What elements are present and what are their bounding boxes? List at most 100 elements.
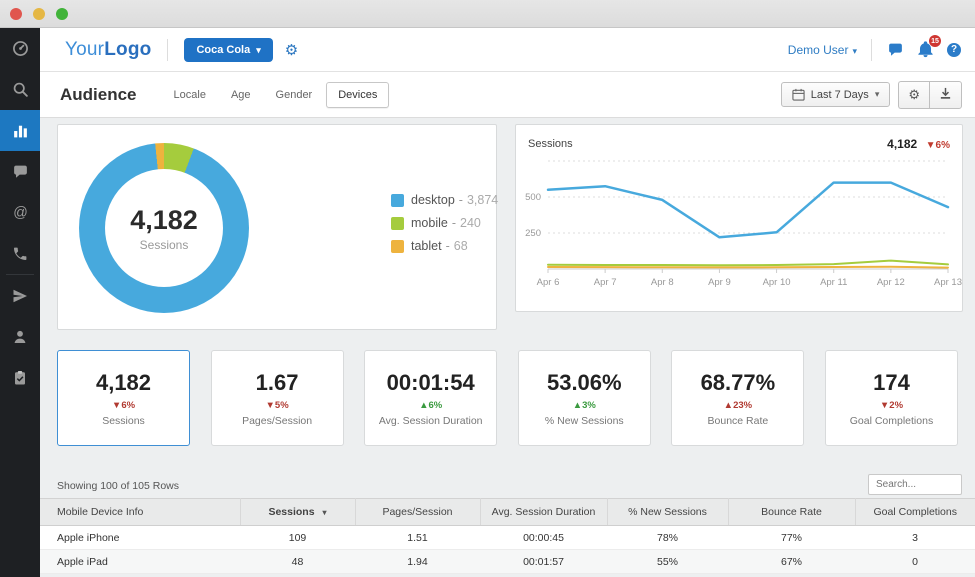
sidebar-item-mentions[interactable]: @ [0, 192, 40, 233]
delta-badge: ▼2% [879, 399, 904, 411]
sidebar-item-dashboard[interactable] [0, 28, 40, 69]
sidebar-item-calls[interactable] [0, 233, 40, 274]
desktop-swatch [391, 193, 404, 207]
sidebar-item-search[interactable] [0, 69, 40, 110]
at-sign-icon: @ [12, 204, 29, 221]
svg-text:Apr 8: Apr 8 [651, 277, 674, 288]
user-menu-label: Demo User [787, 42, 849, 57]
table-toolbar: Showing 100 of 105 Rows [40, 470, 975, 498]
mobile-swatch [391, 216, 404, 230]
sidebar-item-campaigns[interactable] [0, 275, 40, 316]
chevron-down-icon: ▾ [874, 89, 880, 99]
svg-text:Apr 11: Apr 11 [820, 277, 847, 288]
widget-settings-button[interactable]: ⚙ [898, 80, 929, 109]
table-row: Apple iPhone 109 1.51 00:00:45 78% 77% 3 [40, 525, 975, 550]
client-selector-button[interactable]: Coca Cola ▾ [184, 37, 273, 62]
line-chart-total: 4,182 [887, 137, 918, 151]
download-icon [939, 87, 952, 103]
header-right-group: Demo User ▾ 15 ? [788, 35, 961, 61]
gear-icon: ⚙ [908, 87, 920, 102]
stat-card-new-sessions[interactable]: 53.06% ▲3% % New Sessions [517, 350, 651, 446]
legend-item-tablet: tablet - 68 [391, 239, 498, 253]
svg-text:250: 250 [525, 228, 541, 239]
app-logo: YourLogo [65, 39, 151, 61]
chat-bubble-icon [12, 163, 29, 180]
delta-badge: ▼5% [265, 399, 289, 411]
svg-text:Apr 10: Apr 10 [763, 277, 791, 288]
client-settings-gear-icon[interactable]: ⚙ [284, 41, 299, 59]
audience-tabs: Locale Age Gender Devices [163, 81, 393, 108]
person-icon [12, 329, 28, 345]
tab-age[interactable]: Age [230, 88, 251, 101]
col-header-sessions[interactable]: Sessions ▾ [240, 498, 356, 526]
delta-badge: ▲23% [723, 399, 753, 411]
legend-item-mobile: mobile - 240 [391, 216, 498, 230]
tablet-swatch [391, 239, 404, 253]
header-divider [871, 38, 872, 61]
notifications-bell-icon[interactable]: 15 [917, 35, 941, 58]
chevron-down-icon: ▾ [256, 44, 261, 55]
main-content: 4,182 Sessions desktop - 3,874 mobile - … [40, 118, 975, 577]
donut-total-label: Sessions [139, 237, 189, 252]
client-selector-label: Coca Cola [196, 43, 251, 56]
sessions-line-chart: 250 500 Apr 6 Apr 7 Apr 8 Apr 9 Apr 10 Apr 11 Ap… [516, 149, 964, 306]
stat-card-goal-completions[interactable]: 174 ▼2% Goal Completions [824, 350, 958, 446]
stat-card-bounce-rate[interactable]: 68.77% ▲23% Bounce Rate [671, 350, 805, 446]
tab-devices[interactable]: Devices [326, 81, 390, 108]
tab-gender[interactable]: Gender [275, 88, 313, 101]
zoom-window-button[interactable] [56, 7, 68, 20]
calendar-icon [792, 88, 805, 101]
sidebar-item-tasks[interactable] [0, 357, 40, 398]
tab-locale[interactable]: Locale [173, 88, 206, 101]
stat-card-avg-session-duration[interactable]: 00:01:54 ▲6% Avg. Session Duration [364, 350, 498, 446]
col-header-new-sessions[interactable]: % New Sessions [607, 498, 729, 526]
mobile-device-table: Mobile Device Info Sessions ▾ Pages/Sessi… [40, 498, 975, 574]
logo-text-light: Your [65, 38, 105, 60]
svg-text:Apr 6: Apr 6 [537, 277, 560, 288]
close-window-button[interactable] [10, 7, 22, 20]
table-header-row: Mobile Device Info Sessions ▾ Pages/Sessi… [40, 498, 975, 526]
page-toolbar: Audience Locale Age Gender Devices Last … [40, 72, 975, 118]
export-download-button[interactable] [929, 80, 962, 109]
minimize-window-button[interactable] [33, 7, 45, 20]
svg-text:Apr 13: Apr 13 [934, 277, 962, 288]
sidebar-item-comments[interactable] [0, 151, 40, 192]
line-widget-header: Sessions 4,182 ▼6% [516, 125, 962, 153]
delta-badge: ▼6% [111, 399, 136, 411]
page-title: Audience [60, 84, 137, 104]
sidebar-item-analytics[interactable] [0, 110, 40, 151]
col-header-pages-session[interactable]: Pages/Session [355, 498, 481, 526]
header-divider [167, 38, 169, 61]
sidebar: @ [0, 28, 40, 577]
date-range-label: Last 7 Days [810, 88, 869, 101]
phone-icon [12, 246, 28, 262]
paper-plane-icon [12, 288, 28, 304]
donut-center: 4,182 Sessions [105, 169, 223, 287]
sidebar-item-contacts[interactable] [0, 316, 40, 357]
user-menu[interactable]: Demo User ▾ [788, 43, 857, 57]
svg-text:@: @ [13, 205, 28, 221]
logo-text-bold: Logo [104, 38, 152, 60]
col-header-goal-completions[interactable]: Goal Completions [855, 498, 975, 526]
line-chart-delta: ▼6% [925, 140, 950, 151]
table-search-input[interactable] [868, 474, 962, 495]
sort-caret-icon: ▾ [322, 508, 327, 517]
svg-text:500: 500 [525, 192, 541, 203]
col-header-avg-duration[interactable]: Avg. Session Duration [480, 498, 608, 526]
help-icon[interactable]: ? [947, 42, 961, 57]
donut-legend: desktop - 3,874 mobile - 240 tablet - 68 [391, 193, 498, 262]
sessions-donut-chart: 4,182 Sessions [79, 143, 249, 313]
col-header-device[interactable]: Mobile Device Info [40, 498, 241, 526]
notification-count-badge: 15 [929, 35, 941, 47]
toolbar-right-group: Last 7 Days ▾ ⚙ [780, 80, 962, 109]
legend-item-desktop: desktop - 3,874 [391, 193, 498, 207]
date-range-button[interactable]: Last 7 Days ▾ [780, 82, 891, 107]
stat-card-pages-session[interactable]: 1.67 ▼5% Pages/Session [210, 350, 344, 446]
sessions-by-device-widget: 4,182 Sessions desktop - 3,874 mobile - … [57, 124, 498, 330]
col-header-bounce-rate[interactable]: Bounce Rate [728, 498, 856, 526]
donut-total-value: 4,182 [130, 204, 198, 235]
stat-card-sessions[interactable]: 4,182 ▼6% Sessions [57, 350, 190, 446]
messages-icon[interactable] [887, 41, 904, 58]
table-row-count: Showing 100 of 105 Rows [57, 480, 179, 492]
